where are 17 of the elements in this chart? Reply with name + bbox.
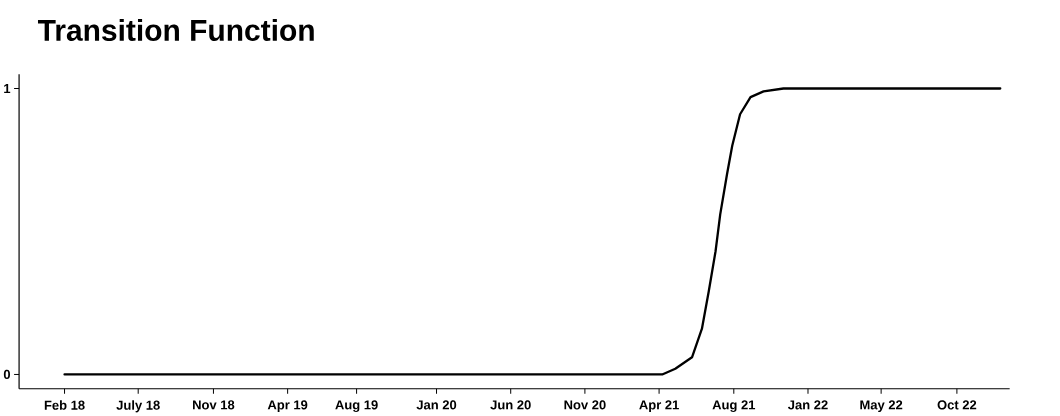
x-tick-label: Apr 21 xyxy=(639,400,679,413)
x-tick-label: Aug 21 xyxy=(712,400,756,413)
x-tick-label: Nov 20 xyxy=(564,400,606,410)
x-tick-label: Nov 18 xyxy=(193,400,235,410)
x-tick-label: July 18 xyxy=(116,400,160,413)
y-tick-label: 1 xyxy=(4,84,11,94)
x-tick-label: Apr 19 xyxy=(267,400,308,413)
x-tick-label: Jan 20 xyxy=(416,400,457,410)
y-tick-label: 0 xyxy=(3,370,11,380)
x-tick-label: Oct 22 xyxy=(937,400,977,410)
x-tick-label: May 22 xyxy=(860,400,903,413)
x-tick-label: Jan 22 xyxy=(787,400,828,410)
chart-title: Transition Function xyxy=(37,19,314,42)
x-tick-label: Jun 20 xyxy=(490,400,531,410)
x-tick-label: Aug 19 xyxy=(335,400,378,413)
x-tick-label: Feb 18 xyxy=(44,400,85,410)
line-series xyxy=(63,87,1002,376)
